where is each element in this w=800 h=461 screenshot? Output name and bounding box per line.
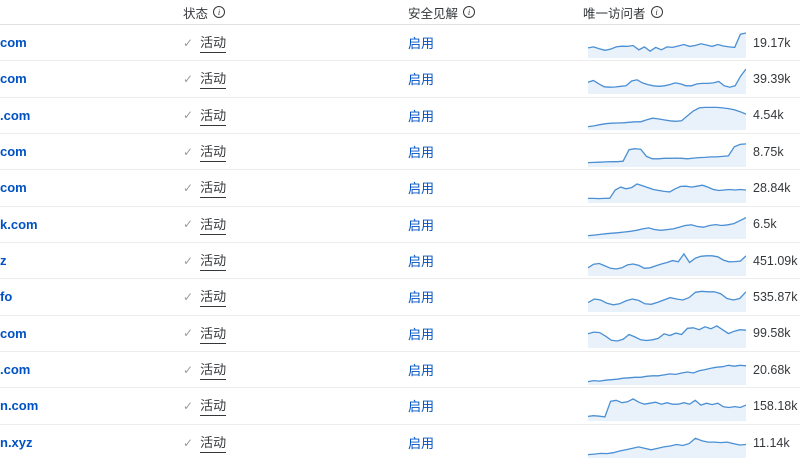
visitors-sparkline: [588, 392, 746, 421]
security-insights-link[interactable]: 启用: [408, 254, 435, 270]
domain-link[interactable]: z: [0, 253, 7, 269]
info-icon[interactable]: i: [650, 6, 663, 18]
visitors-sparkline: [588, 283, 746, 312]
checkmark-icon: ✓: [183, 144, 194, 159]
checkmark-icon: ✓: [183, 71, 194, 86]
table-row: n.com ✓ 活动 启用 158.18k: [0, 388, 800, 425]
table-body: com ✓ 活动 启用 19.17k com ✓ 活动 启用 39.39k: [0, 25, 800, 461]
security-insights-link[interactable]: 启用: [408, 72, 435, 88]
checkmark-icon: ✓: [183, 180, 194, 195]
visitors-value: 19.17k: [753, 35, 791, 50]
domain-link[interactable]: com: [0, 144, 27, 160]
domain-link[interactable]: com: [0, 35, 27, 51]
domain-link[interactable]: n.com: [0, 398, 39, 414]
domain-link[interactable]: com: [0, 325, 27, 341]
checkmark-icon: ✓: [183, 435, 194, 450]
security-insights-link[interactable]: 启用: [408, 363, 435, 379]
visitors-value: 158.18k: [753, 398, 798, 413]
table-row: .com ✓ 活动 启用 4.54k: [0, 98, 800, 134]
table-row: k.com ✓ 活动 启用 6.5k: [0, 207, 800, 243]
visitors-value: 6.5k: [753, 217, 777, 232]
status-label[interactable]: 活动: [200, 250, 227, 272]
table-row: com ✓ 活动 启用 19.17k: [0, 25, 800, 62]
visitors-sparkline: [588, 319, 746, 349]
security-header-label: 安全见解: [408, 6, 459, 21]
status-column-header: 状态 i: [183, 3, 408, 22]
visitors-value: 535.87k: [753, 289, 798, 304]
status-label[interactable]: 活动: [200, 105, 227, 126]
security-insights-link[interactable]: 启用: [408, 326, 435, 342]
info-icon[interactable]: i: [213, 6, 226, 18]
table-row: com ✓ 活动 启用 8.75k: [0, 134, 800, 171]
visitors-sparkline: [588, 29, 746, 58]
visitors-value: 20.68k: [753, 362, 791, 377]
table-row: fo ✓ 活动 启用 535.87k: [0, 279, 800, 316]
visitors-sparkline: [588, 174, 746, 203]
security-insights-link[interactable]: 启用: [408, 181, 435, 197]
security-column-header: 安全见解 i: [408, 3, 583, 22]
security-insights-link[interactable]: 启用: [408, 108, 435, 124]
table-row: n.xyz ✓ 活动 启用 11.14k: [0, 425, 800, 461]
checkmark-icon: ✓: [183, 108, 194, 123]
status-label[interactable]: 活动: [200, 432, 227, 454]
status-header-label: 状态: [183, 6, 209, 21]
domain-link[interactable]: n.xyz: [0, 435, 33, 451]
visitors-value: 451.09k: [753, 253, 798, 268]
table-row: com ✓ 活动 启用 39.39k: [0, 61, 800, 98]
domain-link[interactable]: fo: [0, 289, 13, 305]
visitors-sparkline: [588, 429, 746, 458]
visitors-sparkline: [588, 356, 746, 385]
security-insights-link[interactable]: 启用: [408, 290, 435, 306]
visitors-value: 11.14k: [753, 435, 790, 450]
status-label[interactable]: 活动: [200, 359, 227, 381]
domain-link[interactable]: .com: [0, 362, 31, 378]
checkmark-icon: ✓: [183, 362, 194, 377]
security-insights-link[interactable]: 启用: [408, 217, 435, 233]
checkmark-icon: ✓: [183, 35, 194, 50]
checkmark-icon: ✓: [183, 289, 194, 304]
visitors-sparkline: [588, 65, 746, 94]
checkmark-icon: ✓: [183, 217, 194, 232]
security-insights-link[interactable]: 启用: [408, 436, 435, 452]
visitors-column-header: 唯一访问者 i: [583, 3, 800, 22]
table-row: z ✓ 活动 启用 451.09k: [0, 243, 800, 280]
status-label[interactable]: 活动: [200, 214, 227, 235]
visitors-sparkline: [588, 138, 746, 167]
visitors-value: 4.54k: [753, 108, 784, 123]
domain-link[interactable]: com: [0, 180, 27, 196]
table-header: 状态 i 安全见解 i 唯一访问者 i: [0, 0, 800, 25]
status-label[interactable]: 活动: [200, 32, 227, 54]
checkmark-icon: ✓: [183, 253, 194, 268]
visitors-sparkline: [588, 101, 746, 131]
domain-link[interactable]: com: [0, 71, 27, 87]
info-icon[interactable]: i: [463, 6, 476, 18]
status-label[interactable]: 活动: [200, 68, 227, 90]
visitors-header-label: 唯一访问者: [583, 6, 646, 21]
visitors-value: 99.58k: [753, 326, 791, 341]
security-insights-link[interactable]: 启用: [408, 145, 435, 161]
security-insights-link[interactable]: 启用: [408, 36, 435, 52]
visitors-value: 39.39k: [753, 71, 791, 86]
table-row: com ✓ 活动 启用 28.84k: [0, 170, 800, 207]
visitors-value: 8.75k: [753, 144, 784, 159]
table-row: .com ✓ 活动 启用 20.68k: [0, 352, 800, 389]
status-label[interactable]: 活动: [200, 323, 227, 344]
visitors-value: 28.84k: [753, 180, 791, 195]
visitors-sparkline: [588, 247, 746, 276]
status-label[interactable]: 活动: [200, 141, 227, 163]
domain-link[interactable]: .com: [0, 107, 31, 123]
status-label[interactable]: 活动: [200, 177, 227, 199]
status-label[interactable]: 活动: [200, 395, 227, 417]
security-insights-link[interactable]: 启用: [408, 399, 435, 415]
visitors-sparkline: [588, 210, 746, 240]
domain-link[interactable]: k.com: [0, 216, 38, 232]
table-row: com ✓ 活动 启用 99.58k: [0, 316, 800, 352]
checkmark-icon: ✓: [183, 398, 194, 413]
status-label[interactable]: 活动: [200, 286, 227, 308]
checkmark-icon: ✓: [183, 326, 194, 341]
